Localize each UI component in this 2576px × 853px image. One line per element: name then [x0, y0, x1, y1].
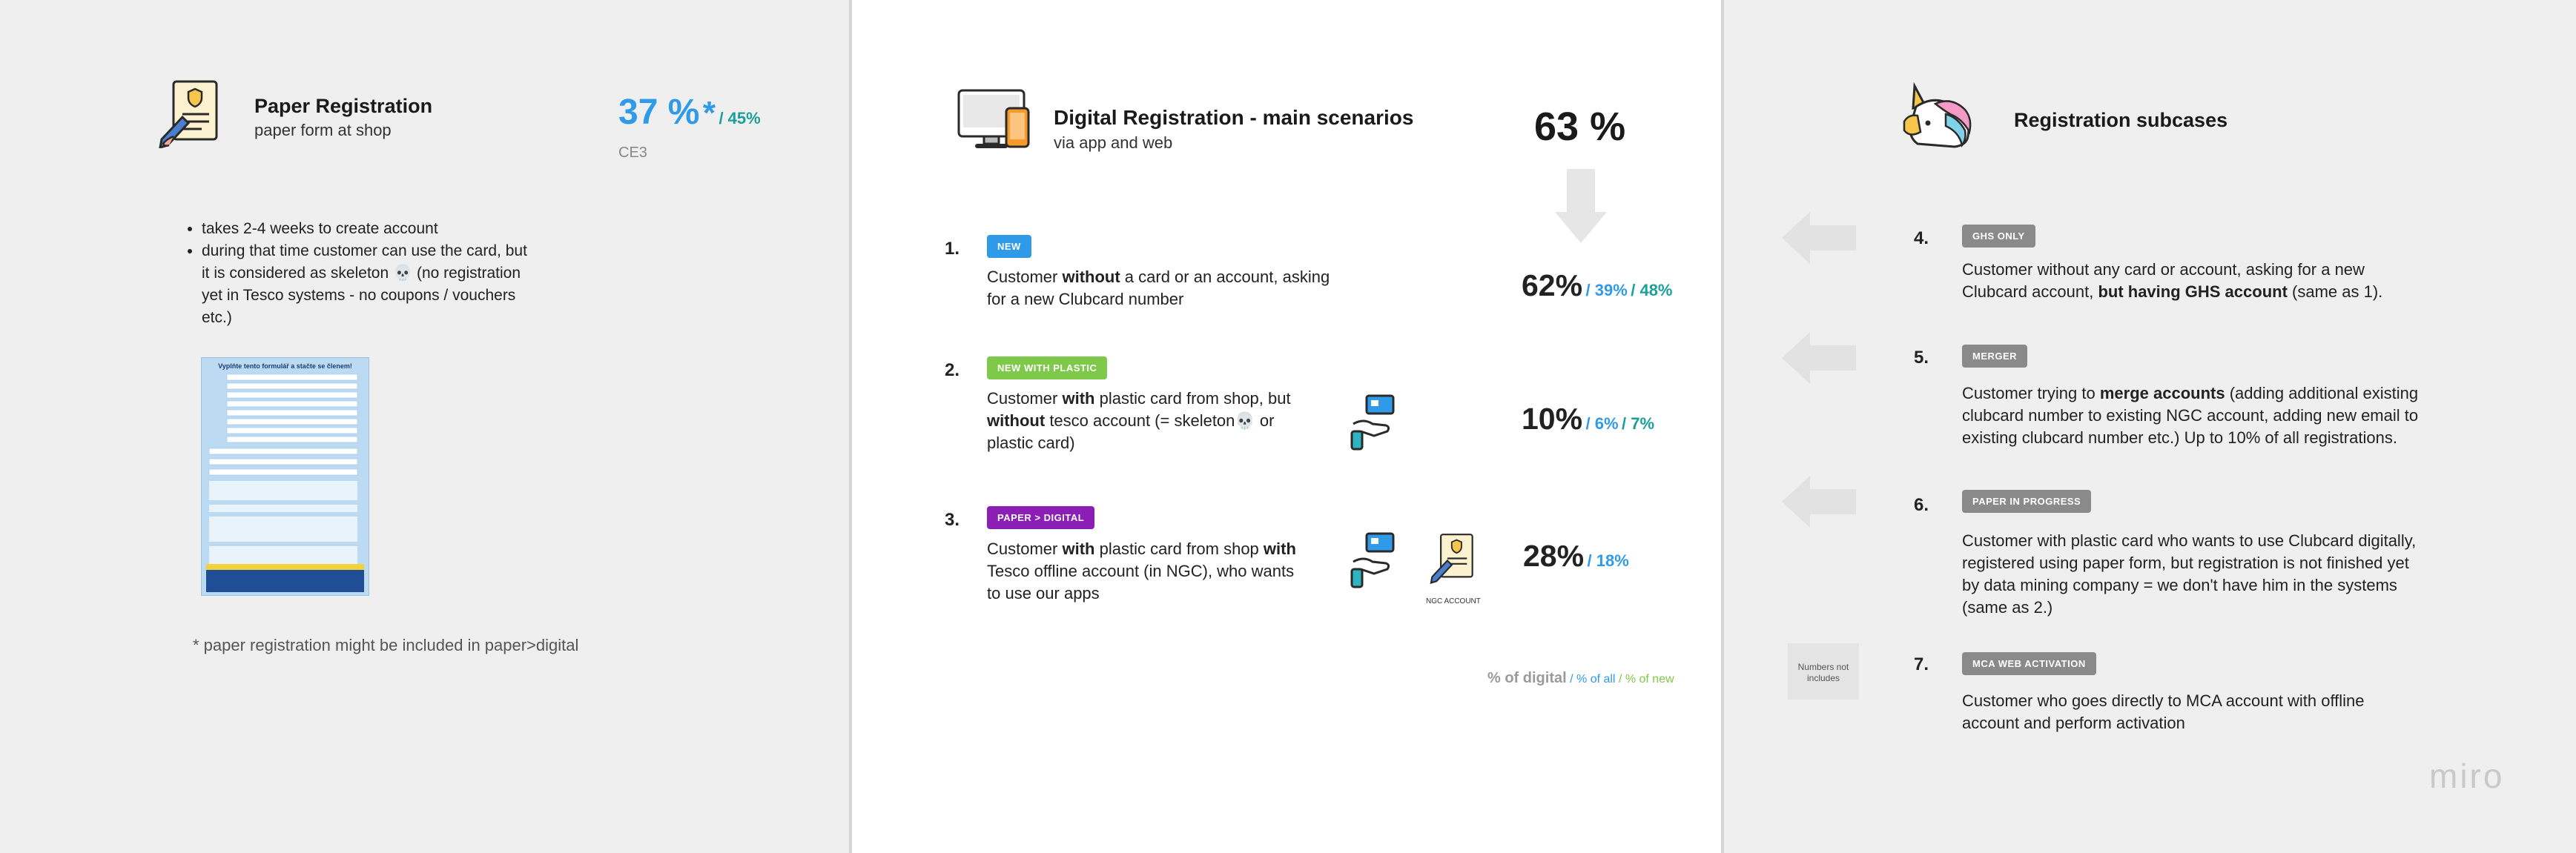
scenario-number: 1. — [945, 239, 960, 259]
paper-form-icon — [1430, 534, 1473, 584]
text: Customer — [987, 268, 1063, 286]
numbers-note: Numbers not includes — [1788, 643, 1859, 700]
scenario-description: Customer with plastic card from shop wit… — [987, 538, 1298, 605]
paper-bullet: during that time customer can use the ca… — [202, 240, 528, 329]
registration-subcases-panel: Registration subcases Numbers not includ… — [1724, 0, 2576, 853]
text: (same as 1). — [2287, 282, 2383, 301]
scenario-of-new: / 48% — [1631, 281, 1673, 299]
scenario-percent: 62% — [1522, 268, 1583, 302]
text-bold: without — [987, 411, 1046, 430]
scenario-of-all: / 18% — [1587, 551, 1629, 570]
text: Customer — [987, 540, 1063, 558]
paper-asterisk: * — [702, 95, 716, 131]
subcase-number: 4. — [1914, 228, 1929, 248]
scenario-percent-block: 10% / 6% / 7% — [1522, 402, 1654, 437]
scenario-percent-block: 62% / 39% / 48% — [1522, 268, 1673, 303]
scenario-of-all: / 6% — [1585, 414, 1619, 433]
scenario-percent-block: 28% / 18% — [1523, 539, 1629, 574]
text: plastic card from shop — [1094, 540, 1264, 558]
paper-registration-panel: Paper Registration paper form at shop 37… — [0, 0, 923, 853]
paper-title: Paper Registration — [254, 95, 433, 117]
arrow-left-icon — [1782, 332, 1856, 384]
paper-percent-block: 37 % * / 45% — [618, 92, 761, 133]
text-bold: with — [1062, 389, 1095, 408]
tag-paper-in-progress: PAPER IN PROGRESS — [1962, 490, 2092, 513]
digital-registration-panel: Digital Registration - main scenarios vi… — [849, 0, 1724, 853]
text: plastic card from shop, but — [1094, 389, 1291, 408]
legend-of-all: / % of all — [1570, 673, 1616, 686]
paper-code: CE3 — [618, 145, 647, 161]
tag-merger: MERGER — [1962, 345, 2028, 368]
paper-form-icon — [159, 80, 218, 148]
legend-of-digital: % of digital — [1487, 670, 1567, 686]
tag-ghs-only: GHS ONLY — [1962, 225, 2035, 248]
text-bold: but having GHS account — [2098, 282, 2288, 301]
devices-icon — [957, 89, 1030, 148]
digital-percent: 63 % — [1534, 104, 1626, 149]
tag-paper-to-digital: PAPER > DIGITAL — [987, 506, 1095, 529]
scenario-percent: 10% — [1522, 402, 1583, 436]
scenario-description: Customer without a card or an account, a… — [987, 266, 1335, 311]
arrow-left-icon — [1782, 476, 1856, 528]
digital-title: Digital Registration - main scenarios — [1054, 106, 1414, 129]
text: Customer — [987, 389, 1063, 408]
subcase-number: 5. — [1914, 348, 1929, 368]
subcase-description: Customer trying to merge accounts (addin… — [1962, 382, 2437, 449]
scenario-number: 3. — [945, 510, 960, 530]
paper-subtitle: paper form at shop — [254, 121, 392, 139]
paper-percent-of-all: / 45% — [719, 109, 761, 127]
text: Customer trying to — [1962, 384, 2100, 402]
text: Customer without any card or account, as… — [1962, 260, 2365, 301]
tag-mca-web-activation: MCA WEB ACTIVATION — [1962, 652, 2096, 675]
unicorn-icon — [1903, 82, 1972, 148]
hand-card-icon — [1350, 532, 1395, 588]
subcase-description: Customer with plastic card who wants to … — [1962, 531, 2417, 617]
text: a card or an account, asking for a new C… — [987, 268, 1330, 308]
scenario-of-all: / 39% — [1585, 281, 1628, 299]
paper-footnote: * paper registration might be included i… — [193, 636, 579, 654]
scenario-percent: 28% — [1523, 539, 1585, 573]
digital-subtitle: via app and web — [1054, 133, 1173, 152]
paper-form-grid — [206, 374, 364, 592]
subcase-number: 6. — [1914, 495, 1929, 515]
text-bold: with — [1263, 540, 1296, 558]
paper-form-heading: Vyplňte tento formulář a stačte se člene… — [218, 362, 352, 370]
hand-card-icon — [1350, 394, 1395, 451]
text: tesco account (= skeleton💀 or plastic ca… — [987, 411, 1275, 452]
text-bold: with — [1062, 540, 1095, 558]
legend-of-new: / % of new — [1618, 673, 1674, 686]
text-bold: without — [1062, 268, 1120, 286]
text: (adding additional existing clubcard num… — [1962, 384, 2419, 447]
paper-bullets: takes 2-4 weeks to create account during… — [185, 218, 528, 329]
scenario-number: 2. — [945, 360, 960, 380]
ngc-account-caption: NGC ACCOUNT — [1426, 597, 1481, 605]
arrow-down-icon — [1555, 169, 1607, 243]
tag-new: NEW — [987, 235, 1031, 258]
miro-logo: miro — [2429, 757, 2505, 795]
paper-percent: 37 % — [618, 93, 700, 132]
paper-form-image: Vyplňte tento formulář a stačte se člene… — [201, 357, 369, 596]
scenario-description: Customer with plastic card from shop, bu… — [987, 388, 1313, 454]
subcases-title: Registration subcases — [2014, 109, 2228, 131]
subcase-number: 7. — [1914, 654, 1929, 674]
paper-bullet: takes 2-4 weeks to create account — [202, 218, 528, 240]
subcase-description: Customer who goes directly to MCA accoun… — [1962, 691, 2365, 732]
percent-legend: % of digital / % of all / % of new — [1487, 670, 1674, 687]
scenario-of-new: / 7% — [1622, 414, 1655, 433]
tag-new-with-plastic: NEW WITH PLASTIC — [987, 356, 1108, 379]
text: Tesco offline account (in NGC), who want… — [987, 562, 1295, 603]
arrow-left-icon — [1782, 212, 1856, 264]
subcase-description: Customer without any card or account, as… — [1962, 259, 2422, 303]
text-bold: merge accounts — [2099, 384, 2225, 402]
